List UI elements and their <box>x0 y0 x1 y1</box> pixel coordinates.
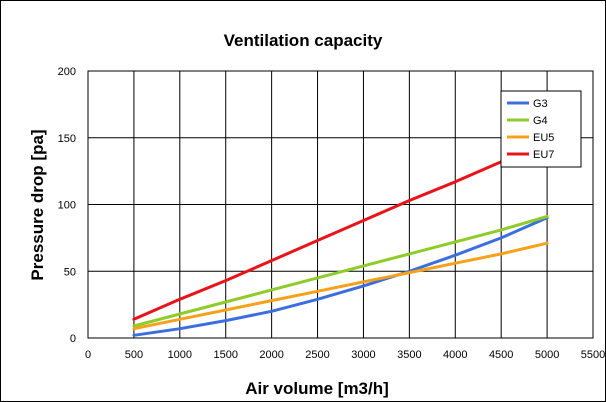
x-axis-title: Air volume [m3/h] <box>245 379 389 398</box>
plot-area <box>87 70 594 339</box>
x-tick-label: 3500 <box>397 349 421 361</box>
y-tick-label: 0 <box>70 333 76 345</box>
x-tick-label: 5500 <box>581 349 605 361</box>
legend-label-g3: G3 <box>533 98 548 110</box>
series-line-eu7 <box>132 140 549 321</box>
y-tick-label: 200 <box>58 66 76 78</box>
x-tick-label: 2000 <box>259 349 283 361</box>
y-tick-label: 150 <box>58 133 76 145</box>
y-axis-title: Pressure drop [pa] <box>28 129 47 280</box>
x-tick-label: 1000 <box>168 349 192 361</box>
x-tick-label: 4000 <box>443 349 467 361</box>
y-tick-label: 50 <box>64 266 76 278</box>
legend: G3 G4 EU5 EU7 <box>500 90 582 168</box>
x-tick-label: 2500 <box>305 349 329 361</box>
x-tick-label: 500 <box>125 349 143 361</box>
tick-labels: 0 500 1000 1500 2000 2500 3000 3500 4000 4500 5000… <box>58 66 605 361</box>
x-tick-label: 3000 <box>351 349 375 361</box>
series-line-g3 <box>132 216 549 337</box>
x-tick-label: 0 <box>85 349 91 361</box>
series-lines <box>132 140 549 337</box>
series-line-eu5 <box>132 241 549 331</box>
y-tick-label: 100 <box>58 200 76 212</box>
series-line-g4 <box>132 215 549 328</box>
x-tick-label: 4500 <box>489 349 513 361</box>
chart-title: Ventilation capacity <box>224 31 383 50</box>
legend-label-eu5: EU5 <box>533 132 554 144</box>
legend-label-eu7: EU7 <box>533 149 554 161</box>
legend-label-g4: G4 <box>533 115 548 127</box>
x-tick-label: 5000 <box>535 349 559 361</box>
x-tick-label: 1500 <box>213 349 237 361</box>
